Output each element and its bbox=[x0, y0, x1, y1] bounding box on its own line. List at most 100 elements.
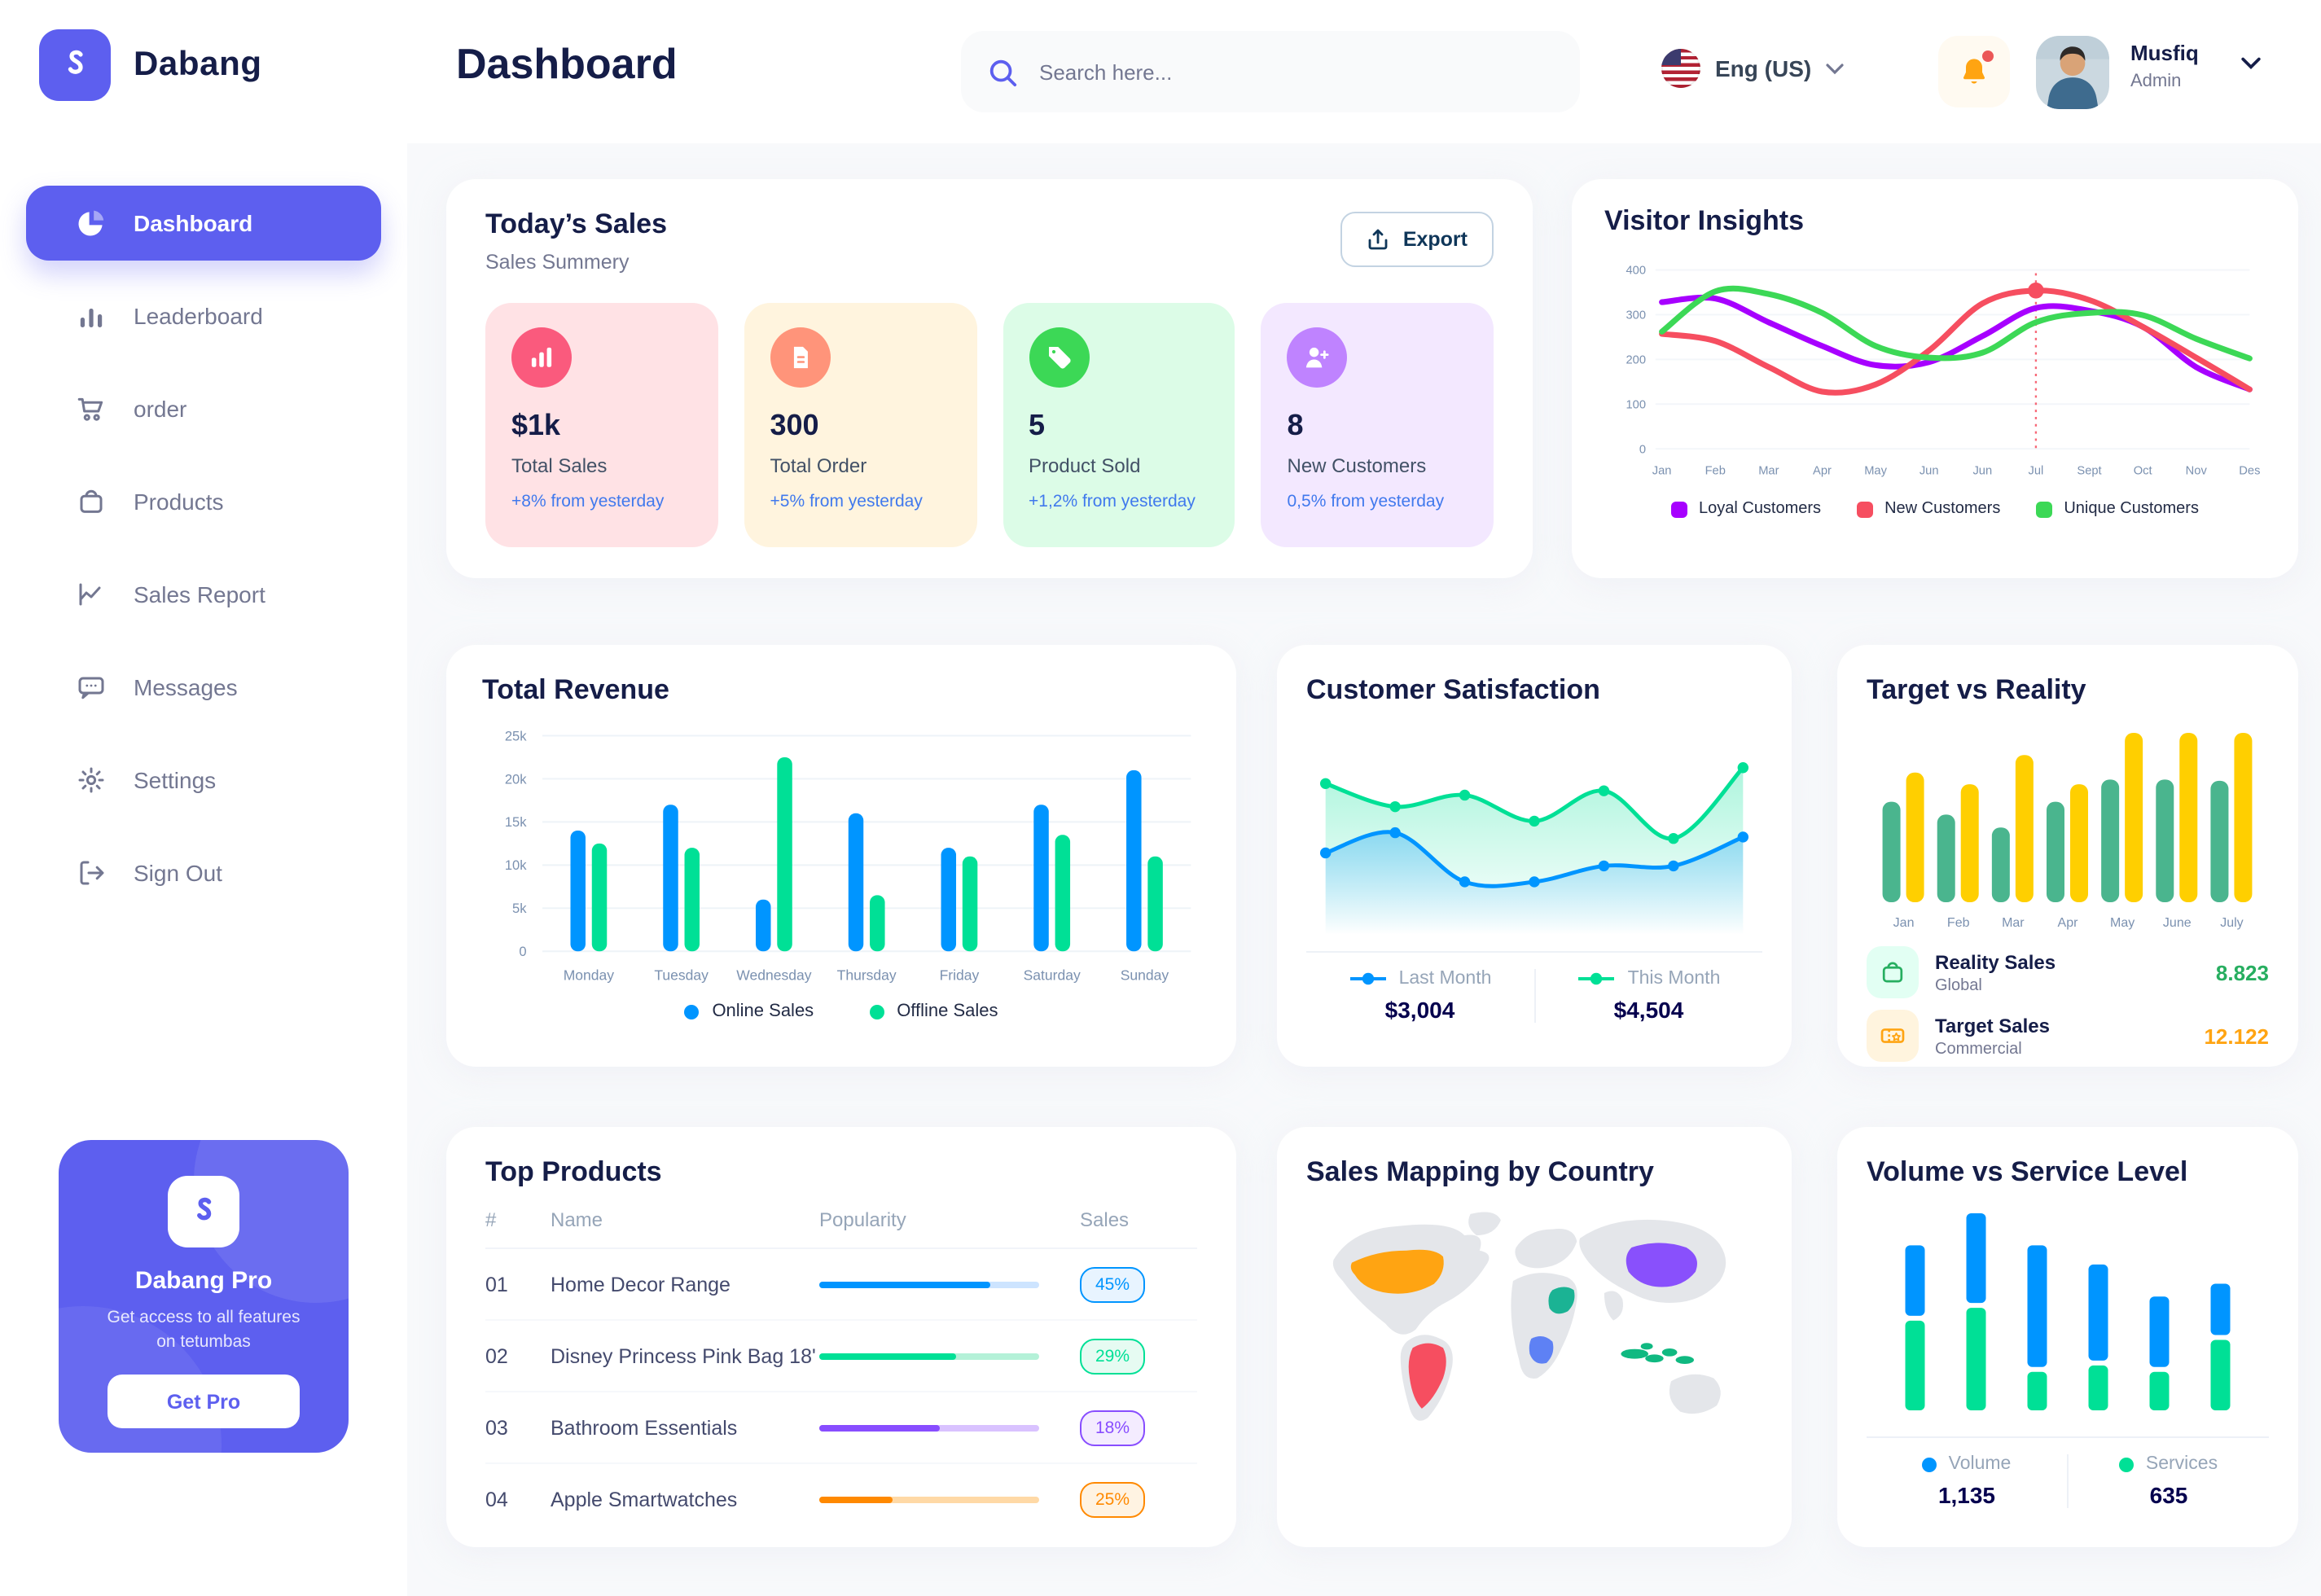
legend-item-online-sales: Online Sales bbox=[684, 1002, 814, 1022]
export-button[interactable]: Export bbox=[1340, 212, 1494, 267]
legend-item-volume: Volume 1,135 bbox=[1867, 1454, 2067, 1508]
visitor-insights-legend: Loyal Customers New Customers Unique Custo… bbox=[1604, 500, 2266, 518]
country-saudi-arabia bbox=[1548, 1287, 1575, 1314]
search-icon bbox=[987, 56, 1018, 87]
sales-badge: 18% bbox=[1080, 1410, 1145, 1445]
legend-swatch bbox=[1671, 501, 1687, 518]
svg-text:Wednesday: Wednesday bbox=[736, 967, 811, 983]
target-vs-reality-chart: Jan Feb Mar Apr May June July bbox=[1867, 720, 2269, 935]
legend-swatch bbox=[2036, 501, 2053, 518]
bell-icon bbox=[1963, 59, 1985, 84]
legend-subtitle: Commercial bbox=[1935, 1040, 2022, 1058]
country-indonesia bbox=[1640, 1343, 1653, 1350]
target-vs-reality-card: Target vs Reality Jan Feb Mar Apr May June Jul… bbox=[1837, 645, 2298, 1067]
language-label: Eng (US) bbox=[1715, 55, 1812, 81]
country-indonesia bbox=[1675, 1356, 1694, 1364]
user-menu-chevron[interactable] bbox=[2241, 49, 2261, 78]
legend-line-icon bbox=[1578, 972, 1615, 985]
language-selector[interactable]: Eng (US) bbox=[1661, 49, 1844, 88]
avatar[interactable] bbox=[2036, 36, 2109, 109]
sidebar-item-leaderboard[interactable]: Leaderboard bbox=[26, 278, 381, 353]
customer-satisfaction-card: Customer Satisfaction Last Month $3,004 Th… bbox=[1277, 645, 1792, 1067]
svg-text:Friday: Friday bbox=[940, 967, 980, 983]
volume-service-title: Volume vs Service Level bbox=[1867, 1156, 2188, 1187]
sidebar-item-settings[interactable]: Settings bbox=[26, 743, 381, 818]
user-role: Admin bbox=[2130, 72, 2182, 91]
legend-value: 12.122 bbox=[2204, 1024, 2269, 1048]
svg-text:Sept: Sept bbox=[2077, 465, 2101, 478]
legend-value: 635 bbox=[2149, 1482, 2188, 1508]
sidebar-item-label: Products bbox=[134, 489, 224, 515]
get-pro-button[interactable]: Get Pro bbox=[107, 1375, 300, 1429]
product-name: Disney Princess Pink Bag 18' bbox=[551, 1344, 816, 1367]
legend-dot bbox=[869, 1004, 884, 1019]
notification-bell[interactable] bbox=[1938, 36, 2010, 107]
legend-value: 8.823 bbox=[2215, 960, 2269, 984]
us-flag-icon bbox=[1661, 49, 1700, 88]
user-name: Musfiq bbox=[2130, 41, 2199, 65]
svg-text:July: July bbox=[2220, 916, 2243, 930]
sidebar-item-sales-report[interactable]: Sales Report bbox=[26, 557, 381, 632]
stat-delta: +1,2% from yesterday bbox=[1029, 492, 1196, 511]
sidebar-item-dashboard[interactable]: Dashboard bbox=[26, 186, 381, 261]
chevron-down-icon bbox=[1826, 63, 1844, 74]
stat-card-total-sales: $1k Total Sales +8% from yesterday bbox=[485, 303, 718, 547]
svg-text:200: 200 bbox=[1626, 353, 1646, 366]
popularity-bar bbox=[819, 1281, 1039, 1287]
export-label: Export bbox=[1402, 228, 1468, 251]
sales-badge: 45% bbox=[1080, 1266, 1145, 1302]
search-input[interactable] bbox=[1036, 58, 1554, 86]
bars-icon bbox=[75, 300, 107, 332]
page-title: Dashboard bbox=[456, 39, 678, 88]
svg-text:Mar: Mar bbox=[2002, 916, 2025, 930]
sidebar-item-order[interactable]: order bbox=[26, 371, 381, 446]
legend-label: Last Month bbox=[1398, 969, 1492, 989]
total-revenue-card: Total Revenue 0 5k 10k 15k 20k 25k Monday Tuesd… bbox=[446, 645, 1236, 1067]
stat-value: $1k bbox=[511, 409, 561, 441]
search-bar bbox=[961, 31, 1580, 112]
sidebar-item-label: Settings bbox=[134, 767, 217, 793]
customer-satisfaction-chart bbox=[1306, 720, 1762, 945]
stat-value: 5 bbox=[1029, 409, 1046, 441]
total-revenue-title: Total Revenue bbox=[482, 674, 669, 705]
today-sales-title: Today’s Sales bbox=[485, 208, 667, 239]
pro-logo-icon bbox=[168, 1176, 239, 1247]
stat-label: New Customers bbox=[1287, 454, 1427, 477]
legend-item-this-month: This Month $4,504 bbox=[1533, 969, 1762, 1024]
country-brazil bbox=[1408, 1343, 1446, 1409]
svg-text:0: 0 bbox=[519, 944, 526, 959]
product-num: 01 bbox=[485, 1273, 508, 1296]
svg-text:300: 300 bbox=[1626, 309, 1646, 322]
svg-text:25k: 25k bbox=[505, 728, 527, 743]
sidebar-item-products[interactable]: Products bbox=[26, 464, 381, 539]
pro-card: Dabang Pro Get access to all features on… bbox=[59, 1140, 349, 1453]
sidebar-item-label: Leaderboard bbox=[134, 303, 263, 329]
userplus-icon bbox=[1287, 327, 1348, 388]
legend-item-new-customers: New Customers bbox=[1857, 500, 2000, 518]
customer-satisfaction-title: Customer Satisfaction bbox=[1306, 674, 1600, 705]
svg-text:Saturday: Saturday bbox=[1024, 967, 1081, 983]
sidebar: Dabang Dashboard Leaderboard order Products… bbox=[0, 0, 407, 1596]
stat-card-total-order: 300 Total Order +5% from yesterday bbox=[744, 303, 976, 547]
sidebar-item-label: Messages bbox=[134, 674, 238, 700]
sidebar-item-messages[interactable]: Messages bbox=[26, 650, 381, 725]
popularity-bar bbox=[819, 1497, 1039, 1503]
table-body: 01 Home Decor Range 45% 02 Disney Princess P… bbox=[485, 1249, 1197, 1536]
legend-value: $3,004 bbox=[1384, 997, 1455, 1024]
pie-icon bbox=[75, 207, 107, 239]
visitor-insights-chart: 0 100 200 300 400 Jan Feb Mar Apr May Jun Jun Jul Sep… bbox=[1604, 251, 2266, 490]
svg-text:Thursday: Thursday bbox=[837, 967, 897, 983]
country-indonesia bbox=[1621, 1348, 1648, 1359]
product-num: 02 bbox=[485, 1344, 508, 1367]
total-revenue-legend: Online Sales Offline Sales bbox=[482, 1002, 1200, 1022]
svg-text:10k: 10k bbox=[505, 857, 527, 873]
svg-text:Feb: Feb bbox=[1705, 465, 1726, 478]
sidebar-item-sign-out[interactable]: Sign Out bbox=[26, 835, 381, 910]
country-china bbox=[1626, 1243, 1697, 1287]
sales-badge: 29% bbox=[1080, 1338, 1145, 1374]
legend-line-icon bbox=[1349, 972, 1386, 985]
table-row: 03 Bathroom Essentials 18% bbox=[485, 1392, 1197, 1464]
visitor-insights-title: Visitor Insights bbox=[1604, 205, 1804, 236]
table-row: 02 Disney Princess Pink Bag 18' 29% bbox=[485, 1321, 1197, 1392]
